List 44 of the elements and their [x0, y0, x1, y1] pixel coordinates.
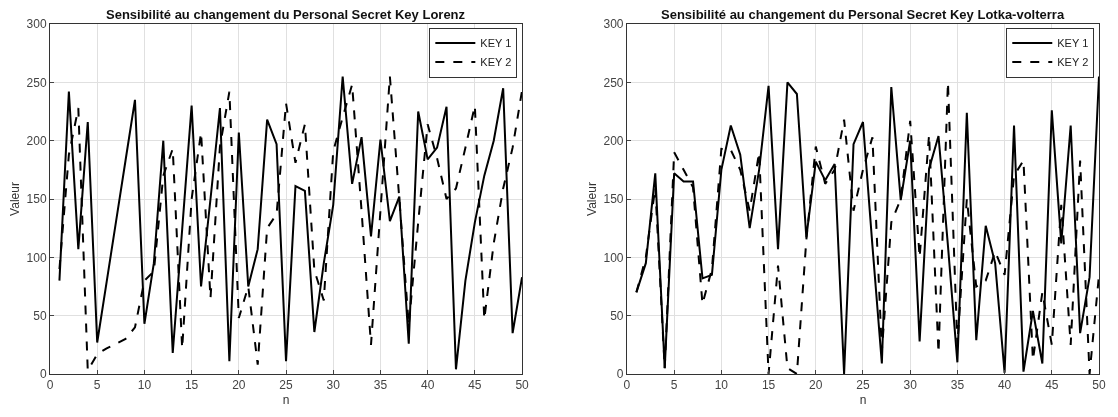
legend-label: KEY 2 — [1057, 56, 1089, 69]
x-tick-label: 25 — [856, 378, 870, 393]
y-tick-label: 50 — [610, 308, 624, 323]
x-tick-label: 20 — [232, 378, 246, 393]
x-tick-label: 35 — [373, 378, 388, 393]
x-tick-label: 40 — [420, 378, 435, 393]
x-tick-label: 15 — [184, 378, 199, 393]
x-tick-label: 45 — [1045, 378, 1059, 393]
x-tick-label: 30 — [326, 378, 341, 393]
y-tick-label: 250 — [603, 75, 624, 90]
y-tick-label: 0 — [39, 367, 47, 382]
x-tick-label: 50 — [1092, 378, 1106, 393]
x-axis-title: n — [859, 393, 867, 408]
legend-label: KEY 1 — [1057, 37, 1089, 50]
y-tick-label: 200 — [603, 133, 624, 148]
x-tick-label: 45 — [468, 378, 482, 393]
x-tick-label: 15 — [761, 378, 776, 393]
y-tick-label: 50 — [33, 308, 47, 323]
chart-title: Sensibilité au changement du Personal Secret Key Lotka-volterra — [661, 7, 1065, 22]
y-tick-label: 100 — [603, 250, 624, 265]
y-axis-title: Valeur — [584, 182, 599, 216]
x-tick-label: 20 — [809, 378, 823, 393]
legend-label: KEY 2 — [480, 56, 512, 69]
y-tick-label: 200 — [26, 133, 47, 148]
x-tick-label: 25 — [279, 378, 294, 393]
y-tick-label: 150 — [26, 192, 47, 207]
x-axis-title: n — [282, 393, 290, 408]
y-tick-label: 300 — [603, 17, 624, 32]
y-tick-label: 0 — [616, 367, 624, 382]
x-tick-label: 5 — [670, 378, 678, 393]
y-tick-label: 300 — [26, 17, 47, 32]
x-tick-label: 30 — [903, 378, 918, 393]
chart-title: Sensibilité au changement du Personal Secret Key Lorenz — [106, 7, 466, 22]
x-tick-label: 10 — [137, 378, 152, 393]
y-tick-label: 250 — [26, 75, 47, 90]
x-tick-label: 50 — [515, 378, 530, 393]
y-axis-title: Valeur — [7, 182, 22, 216]
x-tick-label: 35 — [950, 378, 965, 393]
x-tick-label: 40 — [997, 378, 1012, 393]
y-tick-label: 100 — [26, 250, 47, 265]
x-tick-label: 5 — [93, 378, 101, 393]
x-tick-label: 10 — [714, 378, 729, 393]
y-tick-label: 150 — [603, 192, 624, 207]
legend-label: KEY 1 — [480, 37, 512, 50]
